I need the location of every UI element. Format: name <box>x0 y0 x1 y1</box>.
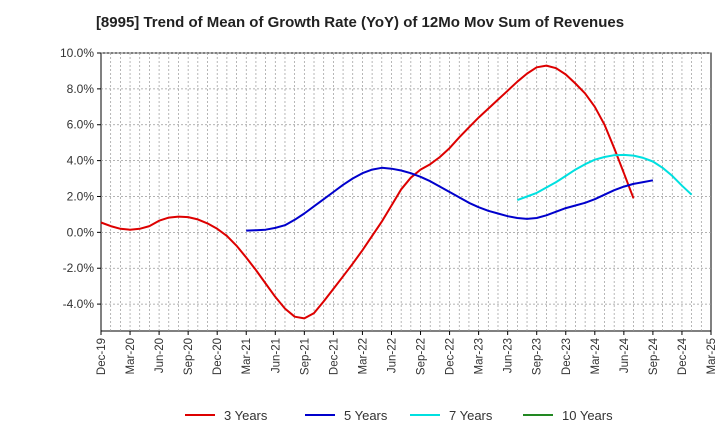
x-tick-label: Dec-20 <box>212 338 224 375</box>
x-tick-label: Mar-20 <box>125 338 137 374</box>
y-tick-label: -2.0% <box>63 261 95 275</box>
x-tick-label: Dec-19 <box>96 338 108 375</box>
x-tick-label: Mar-24 <box>590 337 602 374</box>
plot-area <box>100 52 712 332</box>
x-tick-label: Dec-23 <box>561 338 573 375</box>
x-tick-label: Jun-20 <box>154 338 166 373</box>
x-tick-label: Dec-21 <box>328 338 340 375</box>
x-tick-label: Dec-22 <box>445 338 457 375</box>
y-tick-label: 0.0% <box>67 225 95 239</box>
x-tick-label: Jun-24 <box>619 337 631 373</box>
x-tick-label: Mar-21 <box>241 338 253 374</box>
legend-label-5-years: 5 Years <box>344 408 388 423</box>
y-tick-label: -4.0% <box>63 297 95 311</box>
x-axis-ticks: Dec-19 Mar-20 Jun-20 Sep-20 Dec-20 Mar-21 Jun-… <box>96 331 718 375</box>
x-tick-label: Sep-22 <box>416 338 428 375</box>
grid <box>101 52 711 331</box>
y-tick-label: 8.0% <box>67 82 95 96</box>
series-line-5-years <box>246 166 654 232</box>
y-tick-label: 2.0% <box>67 189 95 203</box>
x-tick-label: Sep-21 <box>299 338 311 375</box>
x-tick-label: Mar-25 <box>706 338 718 374</box>
y-tick-label: 10.0% <box>60 46 94 60</box>
x-tick-label: Sep-20 <box>183 338 195 375</box>
x-tick-label: Sep-24 <box>648 337 660 375</box>
x-tick-label: Mar-22 <box>357 338 369 374</box>
series-line-3-years <box>100 64 635 320</box>
series-lines <box>100 64 693 320</box>
x-tick-label: Dec-24 <box>677 337 689 375</box>
legend-label-10-years: 10 Years <box>562 408 613 423</box>
y-axis-ticks: 10.0% 8.0% 6.0% 4.0% 2.0% 0.0% -2.0% -4.0% <box>60 46 101 311</box>
x-tick-label: Jun-22 <box>386 338 398 373</box>
y-tick-label: 4.0% <box>67 154 95 168</box>
y-tick-label: 6.0% <box>67 118 95 132</box>
legend: 3 Years 5 Years 7 Years 10 Years <box>185 408 613 423</box>
x-tick-label: Sep-23 <box>532 338 544 375</box>
x-tick-label: Mar-23 <box>474 338 486 374</box>
legend-label-7-years: 7 Years <box>449 408 493 423</box>
x-tick-label: Jun-21 <box>270 338 282 373</box>
chart-title: [8995] Trend of Mean of Growth Rate (YoY… <box>95 14 625 31</box>
x-tick-label: Jun-23 <box>503 338 515 373</box>
series-line-7-years <box>516 153 693 202</box>
legend-label-3-years: 3 Years <box>224 408 268 423</box>
